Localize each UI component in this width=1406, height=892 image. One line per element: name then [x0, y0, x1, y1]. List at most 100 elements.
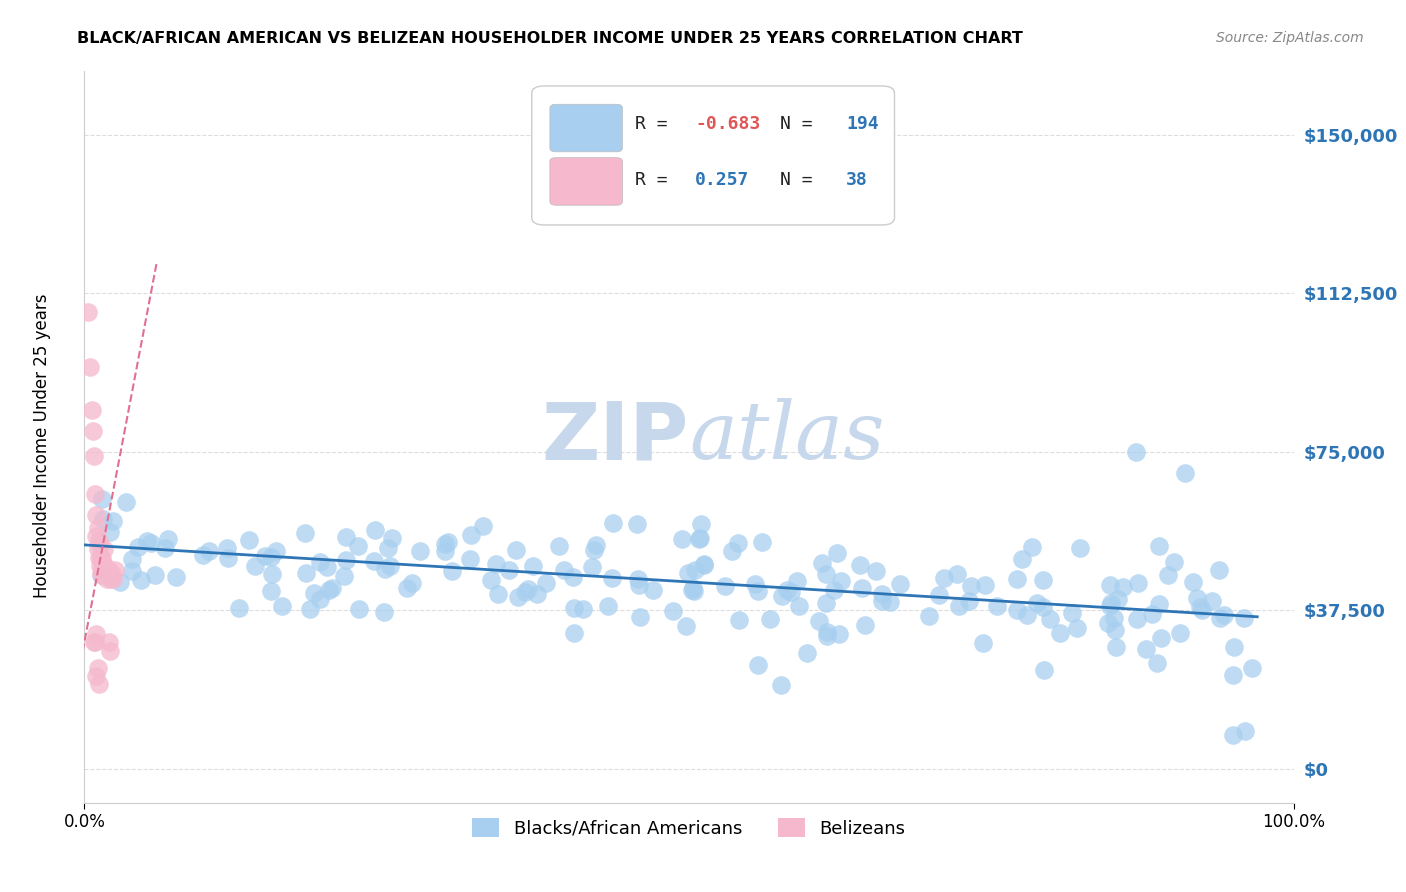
- Point: [86, 529, 108, 543]
- Point: [1185, 591, 1208, 605]
- Point: [972, 636, 994, 650]
- Point: [1149, 539, 1171, 553]
- Point: [828, 626, 851, 640]
- Point: [136, 534, 159, 549]
- Point: [815, 624, 838, 639]
- Point: [264, 544, 287, 558]
- Point: [93, 559, 115, 574]
- Point: [585, 538, 607, 552]
- Point: [814, 567, 837, 582]
- Point: [295, 566, 318, 580]
- Point: [1156, 568, 1178, 582]
- Point: [485, 558, 508, 572]
- Point: [335, 529, 357, 543]
- Point: [727, 536, 749, 550]
- Point: [89, 538, 111, 552]
- Point: [373, 606, 395, 620]
- Point: [932, 571, 955, 585]
- Point: [1233, 611, 1256, 625]
- Point: [830, 574, 852, 589]
- Text: Source: ZipAtlas.com: Source: ZipAtlas.com: [1216, 31, 1364, 45]
- Point: [260, 566, 283, 581]
- Point: [332, 569, 354, 583]
- Point: [581, 560, 603, 574]
- Point: [98, 524, 121, 539]
- Point: [238, 533, 260, 548]
- Text: R =: R =: [634, 115, 678, 133]
- Point: [1182, 575, 1205, 590]
- Point: [562, 626, 585, 640]
- Point: [86, 626, 108, 640]
- Point: [108, 574, 131, 589]
- Point: [1107, 592, 1129, 607]
- Point: [245, 558, 267, 573]
- Point: [751, 535, 773, 549]
- Point: [294, 525, 316, 540]
- Point: [86, 660, 108, 674]
- Point: [959, 579, 981, 593]
- Point: [460, 528, 482, 542]
- Point: [547, 540, 569, 554]
- Point: [1032, 573, 1054, 587]
- Point: [825, 546, 848, 560]
- Text: ZIP: ZIP: [541, 398, 689, 476]
- Point: [79, 360, 101, 375]
- Point: [681, 582, 703, 597]
- Point: [165, 570, 187, 584]
- Point: [96, 572, 118, 586]
- Point: [1174, 466, 1197, 480]
- Point: [157, 532, 180, 546]
- Point: [84, 635, 107, 649]
- Point: [396, 582, 419, 596]
- Point: [553, 563, 575, 577]
- Point: [1168, 625, 1191, 640]
- Point: [1201, 594, 1223, 608]
- Point: [671, 532, 693, 546]
- Point: [721, 543, 744, 558]
- Point: [807, 614, 830, 628]
- Point: [217, 551, 239, 566]
- Point: [97, 563, 120, 577]
- Point: [770, 678, 793, 692]
- Point: [1066, 621, 1088, 635]
- Point: [526, 587, 548, 601]
- Point: [770, 589, 793, 603]
- Point: [1222, 668, 1244, 682]
- Point: [93, 542, 115, 557]
- Point: [973, 578, 995, 592]
- Point: [84, 487, 107, 501]
- Point: [811, 556, 834, 570]
- Point: [1140, 607, 1163, 621]
- Point: [626, 572, 648, 586]
- Point: [87, 533, 110, 548]
- Point: [460, 552, 482, 566]
- Point: [1189, 600, 1212, 615]
- Point: [786, 574, 808, 588]
- Point: [1026, 596, 1049, 610]
- Point: [94, 559, 117, 574]
- Point: [602, 571, 624, 585]
- Point: [562, 601, 585, 615]
- Point: [870, 594, 893, 608]
- Text: Householder Income Under 25 years: Householder Income Under 25 years: [34, 293, 51, 599]
- Point: [582, 542, 605, 557]
- Point: [1102, 610, 1125, 624]
- Point: [1011, 552, 1033, 566]
- Point: [515, 585, 537, 599]
- Point: [98, 567, 121, 582]
- Point: [693, 557, 716, 571]
- Point: [759, 612, 782, 626]
- Point: [1049, 625, 1071, 640]
- Point: [787, 599, 810, 613]
- Point: [628, 578, 651, 592]
- Point: [1213, 608, 1236, 623]
- Point: [374, 562, 396, 576]
- Point: [86, 521, 108, 535]
- Point: [728, 613, 751, 627]
- Point: [191, 548, 214, 562]
- Point: [928, 589, 950, 603]
- Point: [1099, 578, 1122, 592]
- Point: [1208, 563, 1230, 577]
- Text: 194: 194: [846, 115, 879, 133]
- Point: [1126, 612, 1149, 626]
